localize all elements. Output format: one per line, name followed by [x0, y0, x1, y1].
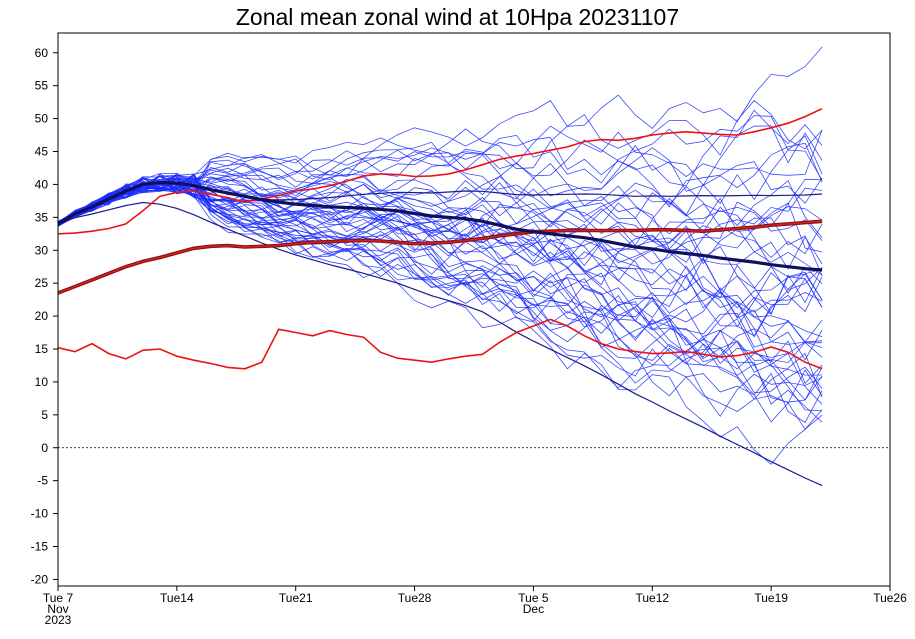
ensemble-member-line — [57, 183, 823, 313]
climatology-mean-line — [57, 220, 823, 294]
plot-frame — [57, 32, 891, 587]
ensemble-member-line — [57, 175, 823, 423]
climatology-lower-line — [57, 318, 823, 370]
ensemble-member-line — [57, 185, 823, 430]
ensemble-mean-line — [57, 180, 823, 272]
y-tick-label: -5 — [37, 474, 48, 488]
x-tick-label: Nov — [47, 602, 68, 616]
ensemble-member-line — [57, 184, 823, 318]
ensemble-member-line — [57, 175, 823, 338]
x-tick-label: Tue 7 — [43, 591, 74, 605]
x-tick-label: Dec — [523, 602, 544, 616]
x-tick-label: Tue 5 — [518, 591, 549, 605]
ensemble-member-line — [57, 186, 823, 343]
ensemble-member-line — [57, 100, 823, 224]
y-tick-label: -10 — [31, 507, 49, 521]
ensemble-member-highlight-line — [57, 201, 823, 487]
ensemble-member-line — [57, 175, 823, 367]
x-tick-label: Tue28 — [398, 591, 432, 605]
y-tick-label: 40 — [35, 177, 49, 191]
y-tick-label: 55 — [35, 79, 49, 93]
y-tick-label: 0 — [41, 441, 48, 455]
ensemble-member-line — [57, 177, 823, 338]
x-tick-label: Tue14 — [160, 591, 194, 605]
ensemble-member-line — [57, 175, 823, 465]
y-tick-label: -15 — [31, 540, 49, 554]
x-tick-label: Tue26 — [873, 591, 907, 605]
y-tick-label: 45 — [35, 145, 49, 159]
ensemble-member-line — [57, 173, 823, 412]
y-tick-label: 60 — [35, 46, 49, 60]
ensemble-member-line — [57, 173, 823, 366]
ensemble-members — [57, 46, 823, 487]
ensemble-member-line — [57, 46, 823, 224]
y-tick-label: 50 — [35, 112, 49, 126]
y-tick-label: 35 — [35, 210, 49, 224]
ensemble-member-line — [57, 174, 823, 309]
x-tick-label: Tue12 — [635, 591, 669, 605]
y-tick-label: 25 — [35, 276, 49, 290]
y-tick-label: -20 — [31, 572, 49, 586]
ensemble-member-line — [57, 182, 823, 294]
ensemble-member-line — [57, 175, 823, 243]
highlight-lines — [57, 107, 823, 370]
x-tick-label: Tue21 — [279, 591, 313, 605]
ensemble-member-line — [57, 174, 823, 370]
y-tick-label: 15 — [35, 342, 49, 356]
ensemble-member-line — [57, 109, 823, 223]
y-tick-label: 5 — [41, 408, 48, 422]
y-tick-label: 20 — [35, 309, 49, 323]
chart-title: Zonal mean zonal wind at 10Hpa 20231107 — [235, 4, 680, 30]
x-tick-label: 2023 — [45, 613, 72, 627]
y-tick-label: 10 — [35, 375, 49, 389]
climatology-upper-line — [57, 107, 823, 235]
ensemble-member-line — [57, 125, 823, 223]
x-tick-label: Tue19 — [754, 591, 788, 605]
y-tick-label: 30 — [35, 243, 49, 257]
ensemble-member-line — [57, 182, 823, 423]
